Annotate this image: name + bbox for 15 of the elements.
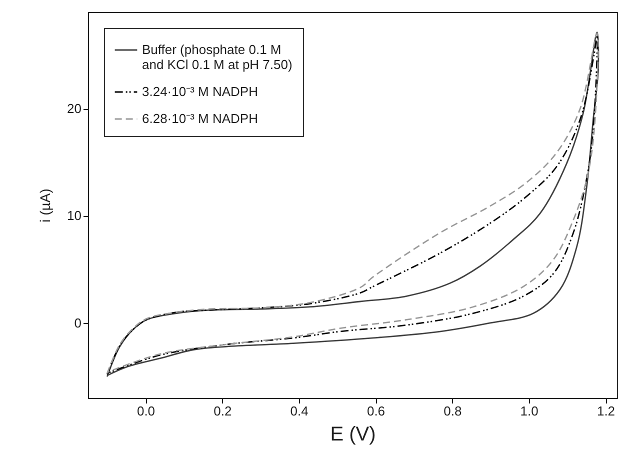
- x-tick-label: 0.8: [444, 404, 462, 418]
- x-tick-label: 1.0: [520, 404, 538, 418]
- x-tick-label: 1.2: [596, 404, 616, 418]
- legend-label: 3.24·10⁻³ M NADPH: [142, 84, 258, 99]
- x-tick-label: 0.2: [214, 404, 232, 418]
- y-tick-label: 10: [67, 208, 82, 224]
- x-tick-label: 0.4: [290, 404, 308, 418]
- y-tick-label: 0: [74, 315, 82, 330]
- legend-label: Buffer (phosphate 0.1 M and KCl 0.1 M at pH 7.50): [142, 42, 292, 72]
- y-tick-label: 20: [67, 101, 82, 116]
- x-tick-label: 0.6: [366, 404, 386, 418]
- x-tick-label: 0.0: [136, 404, 156, 418]
- x-axis-title: E (V): [330, 424, 376, 446]
- y-axis-title: i (µA): [37, 188, 54, 222]
- legend-label: 6.28·10⁻³ M NADPH: [142, 111, 258, 126]
